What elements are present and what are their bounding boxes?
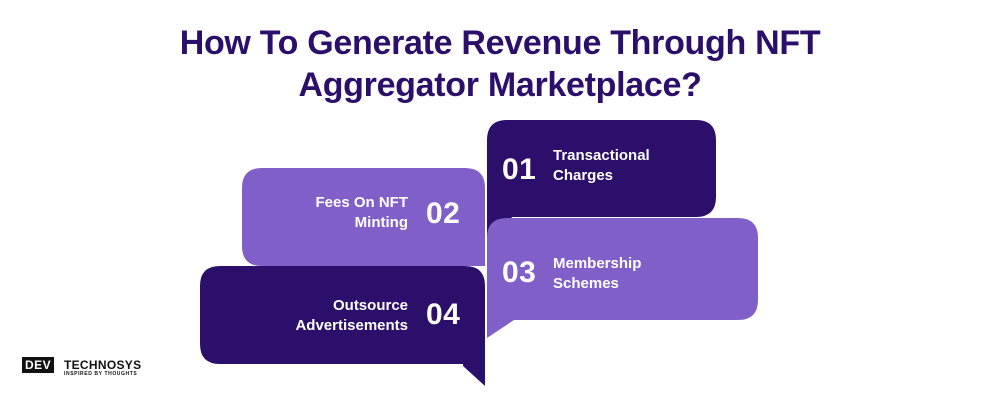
- card-03-label-line-2: Schemes: [553, 275, 619, 292]
- page-title-line-1: How To Generate Revenue Through NFT: [179, 24, 821, 62]
- card-01-label-line-1: Transactional: [553, 147, 650, 164]
- card-03-shape: [487, 218, 758, 320]
- card-02-label-line-2: Minting: [354, 214, 408, 231]
- card-02-shape: [242, 168, 485, 266]
- card-01-label-line-2: Charges: [553, 167, 614, 184]
- logo-tagline: INSPIRED BY THOUGHTS: [64, 371, 138, 377]
- card-03-tail: [487, 316, 520, 338]
- logo-left-text: DEV: [22, 357, 55, 373]
- card-02-number: 02: [426, 197, 461, 230]
- card-01-shape: [487, 120, 716, 217]
- card-01-number: 01: [502, 153, 537, 186]
- card-04-label-line-2: Advertisements: [295, 317, 408, 334]
- card-03-label-line-1: Membership: [553, 255, 642, 272]
- page-title-line-2: Aggregator Marketplace?: [298, 66, 702, 104]
- logo-right-text: TECHNOSYS: [64, 358, 142, 372]
- card-04-number: 04: [426, 298, 461, 331]
- card-02-label-line-1: Fees On NFT: [315, 194, 408, 211]
- card-04-shape: [200, 266, 485, 386]
- card-04-label-line-1: Outsource: [332, 297, 408, 314]
- card-03-number: 03: [502, 256, 537, 289]
- company-logo: DEV TECHNOSYS INSPIRED BY THOUGHTS: [22, 357, 172, 381]
